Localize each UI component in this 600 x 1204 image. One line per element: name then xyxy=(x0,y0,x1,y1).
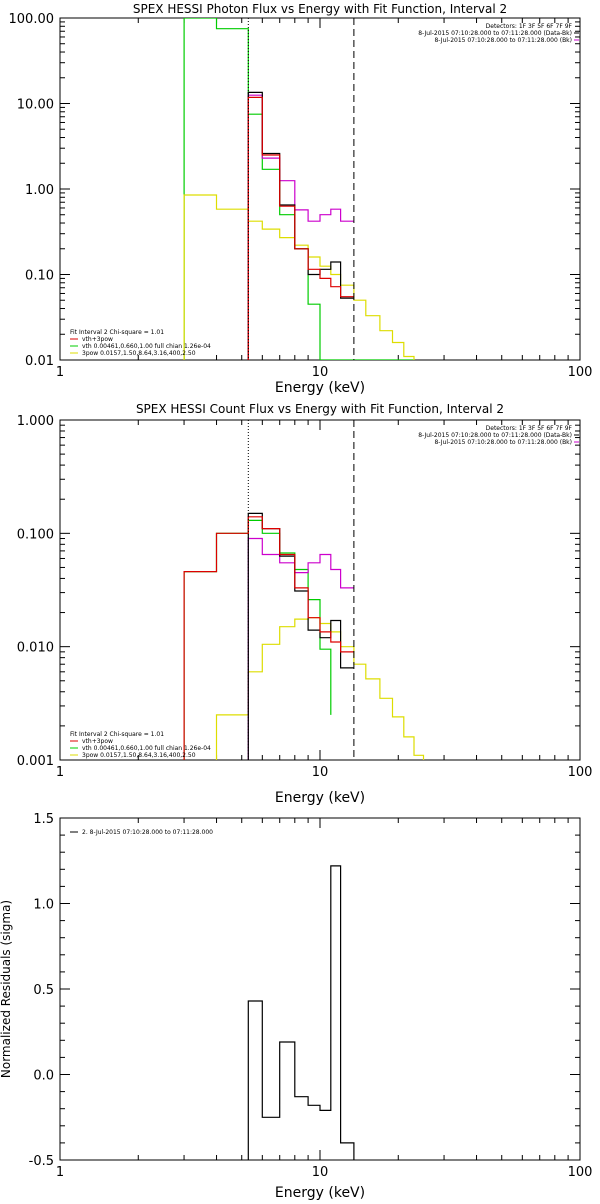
legend-entry: vth+3pow xyxy=(82,336,113,343)
y-tick-label: 100.00 xyxy=(9,12,55,27)
y-tick-label: 0.100 xyxy=(17,527,54,542)
y-tick-label: 0.010 xyxy=(17,641,54,656)
legend-entry: vth 0.00461,0.660,1.00 full chian 1.26e-… xyxy=(82,343,211,350)
plot-info-text: Detectors: 1F 3F 5F 6F 7F 9F xyxy=(486,425,573,432)
chart-panel-3: 1 10 100 -0.5 0.0 0.5 1.0 1.5 Energy (keV) Normal… xyxy=(0,812,593,1201)
plot-info-text: Detectors: 1F 3F 5F 6F 7F 9F xyxy=(486,23,573,30)
series-step-line xyxy=(183,519,332,760)
plot-content xyxy=(247,865,355,1160)
y-tick-label: 10.00 xyxy=(17,98,54,113)
y-tick-label: 0.10 xyxy=(25,269,54,284)
y-axis-label: Normalized Residuals (sigma) xyxy=(0,900,13,1078)
x-tick-label: 10 xyxy=(312,1165,329,1180)
chart-panel-1: SPEX HESSI Photon Flux vs Energy with Fi… xyxy=(9,2,593,396)
series-step-line xyxy=(247,537,354,760)
y-tick-label: 1.00 xyxy=(25,183,54,198)
plot-content xyxy=(183,420,425,760)
chart-title: SPEX HESSI Count Flux vs Energy with Fit… xyxy=(136,402,504,416)
x-tick-label: 1 xyxy=(56,765,64,780)
plot-info-text: 8-Jul-2015 07:10:28.000 to 07:11:28.000 … xyxy=(418,432,572,439)
legend-entry: vth 0.00461,0.660,1.00 full chian 1.26e-… xyxy=(82,745,211,752)
y-tick-label: 1.000 xyxy=(17,414,54,429)
plot-content xyxy=(183,18,415,360)
plot-frame xyxy=(59,419,581,761)
x-tick-label: 100 xyxy=(568,1165,593,1180)
x-tick-label: 1 xyxy=(56,1165,64,1180)
y-tick-label: 1.0 xyxy=(33,898,54,913)
legend-entry: Fit Interval 2 Chi-square = 1.01 xyxy=(70,329,164,336)
y-tick-label: 0.01 xyxy=(25,354,54,369)
plot-info-text: 8-Jul-2015 07:10:28.000 to 07:11:28.000 … xyxy=(418,30,572,37)
series-step-line xyxy=(247,94,354,360)
y-tick-label: 0.5 xyxy=(33,983,54,998)
series-step-line xyxy=(183,18,414,360)
x-tick-label: 1 xyxy=(56,365,64,380)
y-tick-label: 1.5 xyxy=(33,812,54,827)
x-axis-label: Energy (keV) xyxy=(275,790,365,806)
series-step-line xyxy=(183,194,415,360)
series-step-line xyxy=(247,512,354,760)
x-axis-label: Energy (keV) xyxy=(275,1185,365,1200)
chart-title: SPEX HESSI Photon Flux vs Energy with Fi… xyxy=(133,2,507,16)
series-step-line xyxy=(247,96,354,360)
plot-info-text: 8-Jul-2015 07:10:28.000 to 07:11:28.000 … xyxy=(434,37,572,44)
series-step-line xyxy=(247,865,355,1160)
x-tick-label: 10 xyxy=(312,365,329,380)
x-tick-label: 100 xyxy=(568,365,593,380)
y-tick-label: 0.001 xyxy=(17,754,54,769)
series-step-line xyxy=(247,91,354,360)
plot-info-text: 8-Jul-2015 07:10:28.000 to 07:11:28.000 … xyxy=(434,439,572,446)
legend-entry: 2. 8-Jul-2015 07:10:28.000 to 07:11:28.0… xyxy=(82,829,213,836)
x-tick-label: 10 xyxy=(312,765,329,780)
legend-entry: vth+3pow xyxy=(82,738,113,745)
series-step-line xyxy=(215,617,425,760)
chart-panel-2: SPEX HESSI Count Flux vs Energy with Fit… xyxy=(17,402,593,806)
x-tick-label: 100 xyxy=(568,765,593,780)
y-tick-label: -0.5 xyxy=(29,1154,54,1169)
x-axis-label: Energy (keV) xyxy=(275,380,365,396)
legend-entry: 3pow 0.0157,1.50,8.64,3.16,400,2.50 xyxy=(82,752,196,759)
legend-entry: 3pow 0.0157,1.50,8.64,3.16,400,2.50 xyxy=(82,350,196,357)
y-tick-label: 0.0 xyxy=(33,1069,54,1084)
legend-entry: Fit Interval 2 Chi-square = 1.01 xyxy=(70,731,164,738)
series-step-line xyxy=(183,516,354,760)
